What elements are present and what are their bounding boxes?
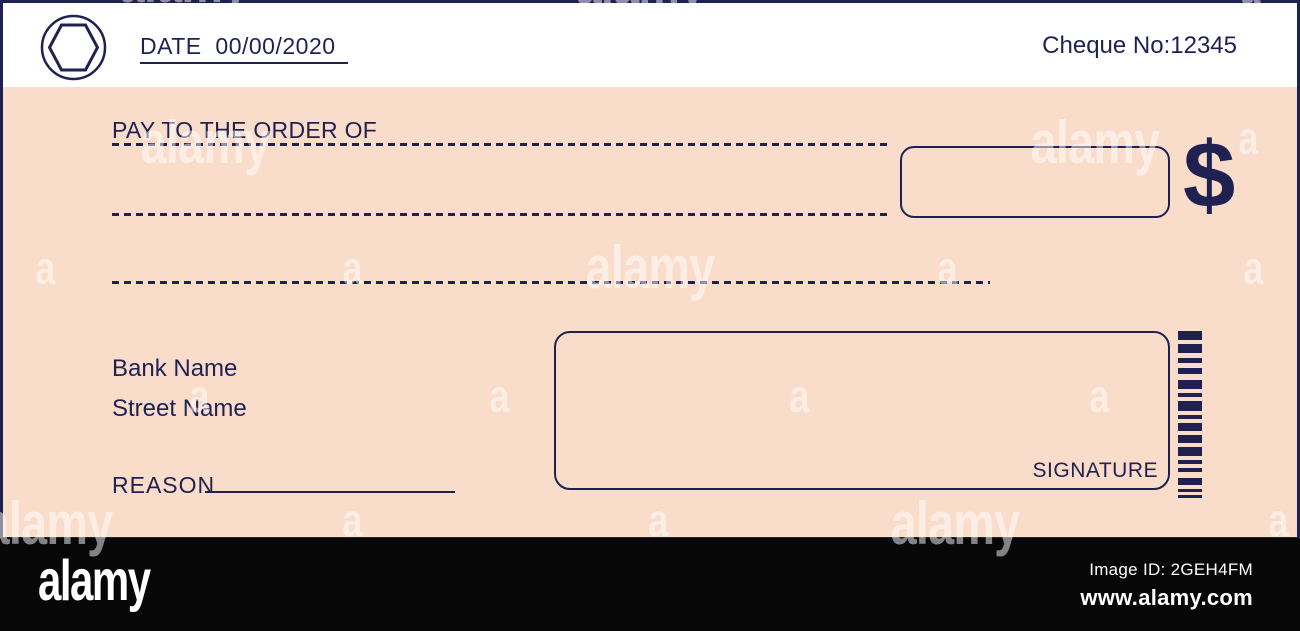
alamy-logo: alamy — [38, 547, 151, 613]
image-id-text: Image ID: 2GEH4FM — [1089, 560, 1253, 579]
barcode-bar — [1178, 393, 1202, 397]
barcode-bar — [1178, 415, 1202, 419]
amount-words-dashed-line — [112, 281, 990, 284]
barcode-bar — [1178, 460, 1202, 464]
barcode-bar — [1178, 478, 1202, 485]
barcode-bar — [1178, 423, 1202, 431]
amount-box — [900, 146, 1170, 218]
hexagon-logo-icon — [40, 14, 107, 81]
barcode-bar — [1178, 468, 1202, 472]
signature-box: SIGNATURE — [554, 331, 1170, 490]
payee-dashed-line-2 — [112, 213, 890, 216]
payee-dashed-line-1 — [112, 143, 890, 146]
date-underline — [140, 62, 348, 64]
barcode-bar — [1178, 495, 1202, 498]
street-name-label: Street Name — [112, 395, 247, 422]
cheque-number: Cheque No:12345 — [1042, 32, 1237, 59]
signature-label: SIGNATURE — [1032, 459, 1158, 482]
footer-info: Image ID: 2GEH4FM www.alamy.com — [1080, 560, 1253, 611]
barcode-bar — [1178, 331, 1202, 340]
date-value: 00/00/2020 — [215, 33, 336, 59]
date-label: DATE — [140, 33, 202, 59]
reason-underline — [205, 491, 455, 493]
cheque-template: DATE 00/00/2020 Cheque No:12345 PAY TO T… — [0, 0, 1300, 498]
date-field: DATE 00/00/2020 — [140, 33, 336, 60]
cheque-header-band: DATE 00/00/2020 Cheque No:12345 — [0, 0, 1300, 87]
bank-name-label: Bank Name — [112, 355, 238, 382]
barcode-bar — [1178, 401, 1202, 411]
reason-label: REASON — [112, 472, 216, 498]
alamy-url-text: www.alamy.com — [1080, 585, 1253, 610]
barcode-bar — [1178, 368, 1202, 374]
barcode-bar — [1178, 447, 1202, 456]
footer-bar — [0, 538, 1300, 631]
barcode-bar — [1178, 489, 1202, 492]
barcode-bar — [1178, 344, 1202, 353]
pay-to-order-label: PAY TO THE ORDER OF — [112, 117, 378, 143]
barcode-bar — [1178, 380, 1202, 389]
dollar-sign: $ — [1183, 122, 1236, 227]
barcode — [1178, 331, 1202, 498]
barcode-bar — [1178, 435, 1202, 443]
barcode-bar — [1178, 358, 1202, 363]
